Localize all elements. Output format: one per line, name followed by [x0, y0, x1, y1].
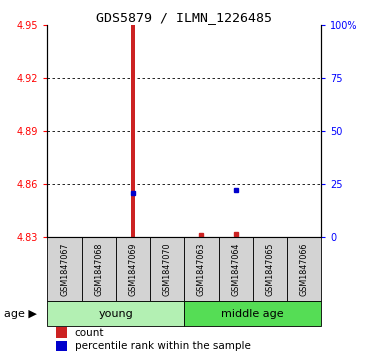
- Title: GDS5879 / ILMN_1226485: GDS5879 / ILMN_1226485: [96, 11, 272, 24]
- Text: GSM1847067: GSM1847067: [60, 242, 69, 296]
- Text: young: young: [99, 309, 133, 319]
- FancyBboxPatch shape: [253, 237, 287, 301]
- FancyBboxPatch shape: [184, 301, 321, 326]
- Text: GSM1847065: GSM1847065: [265, 242, 274, 296]
- FancyBboxPatch shape: [47, 301, 184, 326]
- Text: count: count: [75, 327, 104, 338]
- FancyBboxPatch shape: [150, 237, 184, 301]
- FancyBboxPatch shape: [47, 237, 82, 301]
- Text: GSM1847069: GSM1847069: [128, 242, 138, 296]
- FancyBboxPatch shape: [287, 237, 321, 301]
- Text: middle age: middle age: [222, 309, 284, 319]
- Bar: [131, 25, 135, 237]
- Text: GSM1847068: GSM1847068: [94, 242, 103, 296]
- Text: GSM1847063: GSM1847063: [197, 242, 206, 296]
- Text: GSM1847070: GSM1847070: [163, 242, 172, 296]
- FancyBboxPatch shape: [184, 237, 219, 301]
- Text: GSM1847064: GSM1847064: [231, 242, 240, 296]
- FancyBboxPatch shape: [219, 237, 253, 301]
- FancyBboxPatch shape: [116, 237, 150, 301]
- Text: age ▶: age ▶: [4, 309, 36, 319]
- Bar: [55, 341, 67, 351]
- Text: GSM1847066: GSM1847066: [300, 242, 308, 296]
- FancyBboxPatch shape: [82, 237, 116, 301]
- Bar: [55, 327, 67, 338]
- Text: percentile rank within the sample: percentile rank within the sample: [75, 341, 251, 351]
